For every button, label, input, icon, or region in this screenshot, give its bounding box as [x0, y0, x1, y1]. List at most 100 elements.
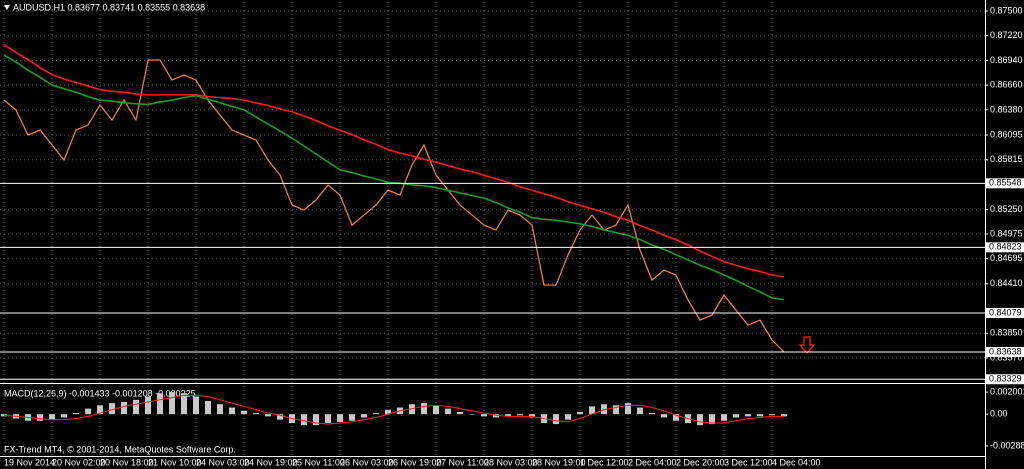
y-tick-label: 0.86940 — [990, 55, 1023, 65]
x-tick-label: 26 Nov 03:00 — [340, 457, 394, 467]
x-tick-label: 24 Nov 03:00 — [196, 457, 250, 467]
histogram-bar — [133, 399, 139, 415]
sell-arrow — [798, 336, 816, 354]
y-tick-label: 0.84410 — [990, 278, 1023, 288]
x-tick-label: 20 Nov 02:00 — [52, 457, 106, 467]
x-tick-label: 1 Dec 12:00 — [580, 457, 629, 467]
histogram-bar — [505, 414, 511, 417]
x-tick-label: 28 Nov 03:00 — [484, 457, 538, 467]
y-tick-label: 0.86095 — [990, 129, 1023, 139]
level-label: 0.84079 — [989, 307, 1022, 317]
series-line — [3, 54, 785, 301]
histogram-bar — [769, 414, 775, 416]
histogram-bar — [577, 411, 583, 415]
histogram-bar — [517, 414, 523, 416]
x-tick-label: 3 Dec 12:00 — [724, 457, 773, 467]
level-label-box — [986, 346, 1024, 357]
level-label-box — [986, 308, 1024, 319]
histogram-bar — [217, 404, 223, 415]
level-label: 0.83638 — [989, 346, 1022, 356]
histogram-bar — [121, 402, 127, 415]
histogram-bar — [229, 407, 235, 415]
histogram-bar — [637, 407, 643, 415]
histogram-bar — [109, 403, 115, 415]
histogram-bar — [421, 403, 427, 415]
histogram-bar — [253, 413, 259, 415]
histogram-bar — [661, 414, 667, 418]
level-label: 0.85548 — [989, 178, 1022, 188]
histogram-bar — [469, 414, 475, 415]
histogram-bar — [733, 414, 739, 418]
x-tick-label: 2 Dec 04:00 — [628, 457, 677, 467]
level-label-box — [986, 242, 1024, 253]
histogram-bar — [457, 411, 463, 415]
histogram-bar — [349, 414, 355, 421]
histogram-bar — [61, 414, 67, 418]
histogram-bar — [145, 396, 151, 415]
histogram-bar — [49, 414, 55, 420]
y-tick-label: 0.85250 — [990, 204, 1023, 214]
histogram-bar — [73, 413, 79, 415]
histogram-bar — [481, 414, 487, 417]
histogram-bar — [589, 406, 595, 415]
x-tick-label: 26 Nov 19:00 — [388, 457, 442, 467]
y-tick-label: 0.84695 — [990, 253, 1023, 263]
histogram-bar — [445, 408, 451, 415]
histogram-bar — [625, 403, 631, 415]
macd-title: MACD(12,26,9) -0.001433 -0.001208 -0.000… — [4, 388, 196, 398]
x-tick-label: 25 Nov 11:00 — [292, 457, 345, 467]
x-tick-label: 4 Dec 04:00 — [772, 457, 821, 467]
histogram-bar — [697, 414, 703, 426]
y-tick-label: 0.86660 — [990, 80, 1023, 90]
histogram-bar — [709, 414, 715, 425]
histogram-bar — [673, 414, 679, 421]
series-line — [3, 59, 785, 353]
series-line — [3, 394, 784, 425]
y-tick-label: 0.87500 — [990, 5, 1023, 15]
chart-title: AUDUSD,H1 0.83677 0.83741 0.83555 0.8363… — [13, 2, 205, 12]
y-tick-label: 0.84975 — [990, 228, 1023, 238]
histogram-bar — [181, 393, 187, 415]
histogram-bar — [265, 414, 271, 417]
histogram-bar — [337, 414, 343, 422]
symbol-icon — [4, 5, 10, 10]
histogram-bar — [385, 409, 391, 415]
histogram-bar — [97, 405, 103, 415]
histogram-bar — [781, 414, 787, 417]
x-tick-label: 20 Nov 18:00 — [100, 457, 154, 467]
histogram-bar — [553, 414, 559, 425]
histogram-bar — [325, 414, 331, 423]
histogram-bar — [205, 400, 211, 415]
x-tick-label: 19 Nov 2014 — [4, 457, 55, 467]
x-tick-label: 24 Nov 19:00 — [244, 457, 298, 467]
level-label-box — [986, 178, 1024, 189]
histogram-bar — [757, 414, 763, 417]
histogram-bar — [277, 414, 283, 420]
histogram-bar — [529, 414, 535, 418]
histogram-bar — [301, 414, 307, 426]
histogram-bar — [649, 413, 655, 415]
y-tick-label: -0.002882 — [990, 440, 1024, 450]
y-tick-label: 0.83570 — [990, 352, 1023, 362]
histogram-bar — [409, 404, 415, 415]
histogram-bar — [1, 414, 7, 417]
histogram-bar — [37, 414, 43, 421]
y-tick-label: 0.85815 — [990, 154, 1023, 164]
y-tick-label: 0.002001 — [990, 386, 1024, 396]
x-tick-label: 2 Dec 20:00 — [676, 457, 725, 467]
histogram-bar — [721, 414, 727, 421]
level-label: 0.84823 — [989, 242, 1022, 252]
histogram-bar — [565, 414, 571, 420]
histogram-bar — [493, 414, 499, 418]
series-line — [3, 43, 785, 278]
level-label-box — [986, 374, 1024, 385]
x-tick-label: 21 Nov 10:00 — [148, 457, 202, 467]
y-tick-label: 0.87220 — [990, 30, 1023, 40]
histogram-bar — [601, 404, 607, 415]
histogram-bar — [313, 414, 319, 426]
copyright: FX-Trend MT4, © 2001-2014, MetaQuotes So… — [4, 444, 236, 454]
x-tick-label: 28 Nov 19:00 — [532, 457, 586, 467]
